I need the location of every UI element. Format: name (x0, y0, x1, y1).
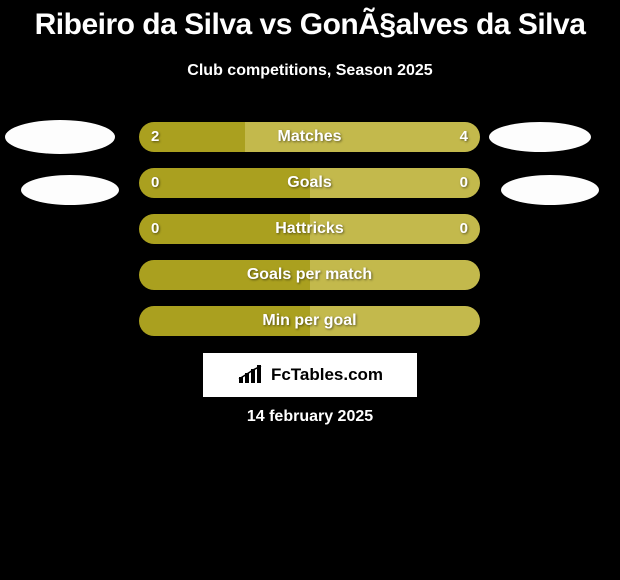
stat-bar: Goals per match (139, 260, 480, 290)
stat-value-right: 0 (460, 214, 468, 244)
bar-chart-icon (237, 365, 265, 385)
stat-value-right: 0 (460, 168, 468, 198)
stat-bar: Goals0 0 (139, 168, 480, 198)
stat-bar: Matches2 4 (139, 122, 480, 152)
comparison-infographic: Ribeiro da Silva vs GonÃ§alves da Silva … (0, 0, 620, 580)
stat-bar-label: Min per goal (139, 306, 480, 336)
stat-bar-label: Goals (139, 168, 480, 198)
stat-bar-label: Hattricks (139, 214, 480, 244)
stat-bar: Hattricks0 0 (139, 214, 480, 244)
stat-value-left: 2 (151, 122, 159, 152)
page-title: Ribeiro da Silva vs GonÃ§alves da Silva (0, 8, 620, 42)
stat-value-right: 4 (460, 122, 468, 152)
player-avatar (5, 120, 115, 154)
stat-value-left: 0 (151, 214, 159, 244)
brand-name: FcTables.com (271, 365, 383, 385)
stat-value-left: 0 (151, 168, 159, 198)
stat-bar-label: Matches (139, 122, 480, 152)
player-avatar (489, 122, 591, 152)
player-avatar (21, 175, 119, 205)
brand-logo: FcTables.com (203, 353, 417, 397)
footer-date: 14 february 2025 (0, 408, 620, 426)
stat-bar: Min per goal (139, 306, 480, 336)
page-subtitle: Club competitions, Season 2025 (0, 62, 620, 80)
stat-bars: Matches24Goals00Hattricks00Goals per mat… (139, 122, 480, 352)
stat-bar-label: Goals per match (139, 260, 480, 290)
player-avatar (501, 175, 599, 205)
